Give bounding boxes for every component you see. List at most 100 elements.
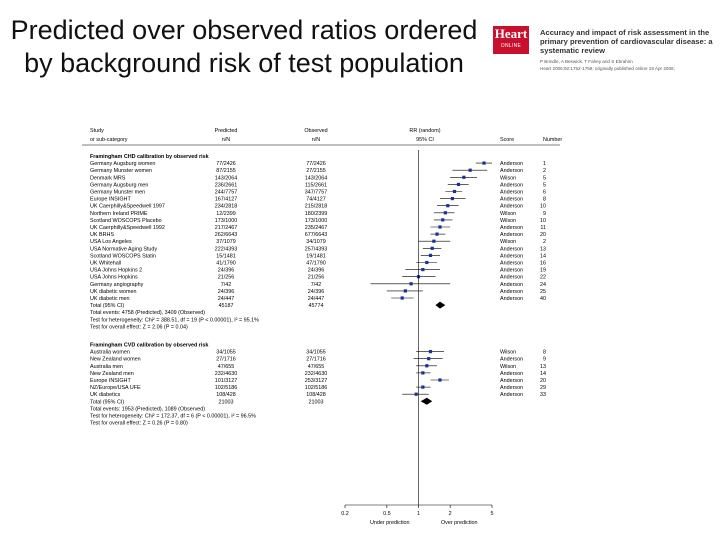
study-number: 10 — [540, 204, 546, 210]
study-point — [400, 296, 404, 300]
study-name: USA Johns Hopkins — [90, 275, 138, 281]
study-number: 29 — [540, 385, 546, 391]
group-note: Test for heterogeneity: Chi² = 172.37, d… — [90, 414, 256, 420]
study-score: Anderson — [500, 261, 523, 267]
study-name: Northern Ireland PRIME — [90, 211, 148, 217]
study-name: NZ/Europe/USA UFE — [90, 385, 141, 391]
study-predicted: 7/42 — [221, 282, 232, 288]
article-authors: P Brindle, A Beswick, T Fahey and S Ebra… — [540, 59, 633, 64]
study-name: Denmark MRS — [90, 175, 126, 181]
study-score: Wilson — [500, 218, 516, 224]
study-observed: 47/655 — [308, 364, 325, 370]
study-number: 11 — [540, 225, 546, 231]
study-predicted: 41/1790 — [216, 261, 236, 267]
slide-title: Predicted over observed ratios ordered b… — [0, 14, 488, 80]
study-number: 14 — [540, 371, 546, 377]
study-score: Anderson — [500, 197, 523, 203]
study-observed: 27/2155 — [306, 168, 326, 174]
study-observed: 24/396 — [308, 268, 325, 274]
study-point — [435, 232, 439, 236]
study-score: Anderson — [500, 246, 523, 252]
study-number: 2 — [543, 168, 546, 174]
article-reference: Heart 2006;92:1752-1759; originally publ… — [540, 66, 675, 71]
study-predicted: 167/4127 — [215, 197, 237, 203]
study-point — [421, 371, 425, 375]
study-point — [438, 378, 442, 382]
group-note: Test for heterogeneity: Chi² = 388.51, d… — [90, 317, 259, 323]
study-predicted: 24/396 — [218, 289, 235, 295]
study-predicted: 87/2155 — [216, 168, 236, 174]
header-number: Number — [543, 137, 562, 143]
study-name: Europe INSIGHT — [90, 378, 131, 384]
study-predicted: 101/3127 — [215, 378, 237, 384]
study-observed: 347/7757 — [305, 190, 327, 196]
study-predicted: 12/2399 — [216, 211, 236, 217]
study-point — [482, 161, 486, 165]
study-name: USA Johns Hopkins 2 — [90, 268, 142, 274]
group-title-1: Framingham CVD calibration by observed r… — [90, 343, 208, 349]
study-name: New Zealand women — [90, 357, 141, 363]
slide-title-line-2: by background risk of test population — [24, 48, 464, 78]
study-observed: 34/1055 — [306, 350, 326, 356]
study-observed: 235/2467 — [305, 225, 327, 231]
header-predicted: Predicted — [215, 128, 238, 134]
x-tick-label: 0.5 — [383, 511, 391, 517]
study-score: Anderson — [500, 385, 523, 391]
study-score: Anderson — [500, 296, 523, 302]
study-number: 8 — [543, 197, 546, 203]
study-name: UK diabetic women — [90, 289, 136, 295]
study-point — [425, 260, 429, 265]
study-predicted: 21/256 — [218, 275, 235, 281]
study-name: Scotland WOSCOPS Statin — [90, 253, 156, 259]
study-name: New Zealand men — [90, 371, 134, 377]
study-point — [414, 392, 418, 396]
study-score: Anderson — [500, 371, 523, 377]
x-axis-label-left: Under prediction — [370, 520, 410, 526]
study-predicted: 232/4630 — [215, 371, 237, 377]
study-predicted: 37/1079 — [216, 239, 236, 245]
study-predicted: 15/1481 — [216, 253, 236, 259]
study-predicted: 47/655 — [218, 364, 235, 370]
study-point — [446, 204, 450, 208]
study-predicted: 217/2467 — [215, 225, 237, 231]
group-note: Test for overall effect: Z = 2.06 (P = 0… — [90, 324, 188, 330]
study-observed: 7/42 — [311, 282, 322, 288]
study-point — [462, 175, 466, 179]
study-name: UK Whitehall — [90, 261, 121, 267]
study-predicted: 236/2661 — [215, 182, 237, 188]
group-total-predicted: 21003 — [219, 399, 234, 405]
study-point — [421, 268, 425, 272]
study-score: Anderson — [500, 282, 523, 288]
header-observed: Observed — [304, 128, 327, 134]
group-total-diamond — [420, 397, 433, 405]
study-predicted: 77/2426 — [216, 161, 236, 167]
study-name: USA Los Angeles — [90, 239, 132, 245]
study-point — [468, 168, 472, 172]
study-observed: 173/1000 — [305, 218, 327, 224]
slide-title-line-1: Predicted over observed ratios ordered — [10, 15, 478, 45]
x-tick-label: 0.2 — [341, 511, 349, 517]
study-point — [443, 211, 447, 215]
study-point — [441, 218, 445, 222]
study-name: Germany angiography — [90, 282, 144, 288]
study-score: Anderson — [500, 182, 523, 188]
heart-journal-logo: Heart ONLINE — [493, 26, 529, 54]
study-score: Anderson — [500, 225, 523, 231]
study-observed: 257/4393 — [305, 246, 327, 252]
group-total-label: Total (95% CI) — [90, 399, 124, 405]
study-observed: 232/4630 — [305, 371, 327, 377]
study-score: Wilson — [500, 211, 516, 217]
study-number: 14 — [540, 253, 546, 259]
study-point — [452, 189, 457, 194]
study-point — [421, 385, 425, 389]
study-observed: 77/2426 — [306, 161, 326, 167]
study-predicted: 173/1000 — [215, 218, 237, 224]
header-study: Study — [90, 128, 104, 134]
study-predicted: 24/447 — [218, 296, 235, 302]
study-name: Australia women — [90, 350, 130, 356]
study-point — [425, 364, 429, 368]
study-name: Germany Augsburg women — [90, 161, 155, 167]
study-observed: 74/4127 — [306, 197, 326, 203]
x-tick-label: 5 — [491, 511, 494, 517]
study-point — [403, 289, 407, 293]
